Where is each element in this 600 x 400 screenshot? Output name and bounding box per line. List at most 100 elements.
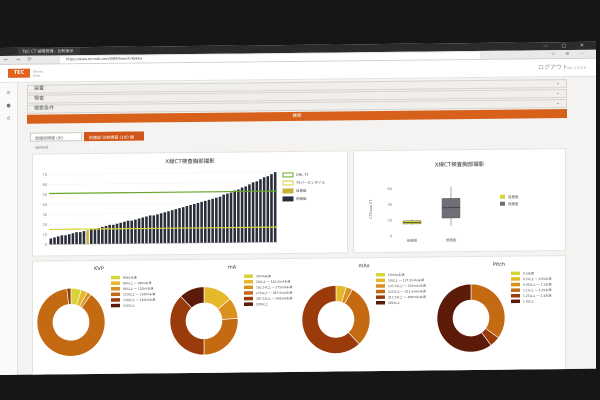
tab-other-facilities[interactable]: 他施設 比較情報 (100 施設) [84, 131, 144, 149]
legend-swatch [511, 293, 520, 298]
bar [115, 223, 119, 244]
y-tick-label: 20 [388, 218, 392, 222]
percentile-line [49, 226, 277, 231]
left-rail: ≡ ● ↺ [0, 82, 18, 375]
bar [255, 181, 259, 243]
legend-label: 他施設 [508, 201, 519, 206]
legend-swatch [376, 295, 385, 299]
legend-label: 400以上 [388, 300, 400, 305]
legend-label: 387.5以上 ～ 500mA未満 [256, 295, 292, 300]
box-body [441, 198, 461, 219]
browser-nav-icons[interactable]: ← → ⟳ [4, 56, 35, 63]
legend-swatch [244, 296, 253, 301]
legend-label: 500以上 [256, 301, 268, 306]
chevron-down-icon: ⌄ [555, 90, 560, 97]
version-label: ver 2.0.0.0 [566, 65, 586, 71]
donut-slice [180, 286, 205, 309]
bar [75, 232, 78, 245]
legend-swatch [244, 302, 253, 306]
legend-swatch [111, 281, 120, 285]
filter-label: 検査 [34, 95, 45, 102]
bar [86, 230, 89, 245]
y-tick-label: 40 [388, 203, 392, 207]
legend-swatch [511, 277, 520, 281]
screen: TEC CT 被曝管理 - 比較表示 — ▢ ✕ ← → ⟳ https://w… [0, 41, 596, 375]
bar [97, 227, 100, 244]
legend-label: 1.25以上 ～ 1.4未満 [523, 293, 551, 298]
bar [64, 235, 67, 245]
gridline [49, 171, 277, 175]
legend-swatch [376, 278, 385, 283]
bar [204, 200, 207, 243]
legend-swatch [511, 271, 520, 276]
donut-charts-panel: KVP 80kV未満 80以上 ～ 90kV未満 90以上 ～ 110kV未満 110以… [32, 255, 566, 375]
bar [244, 186, 248, 243]
bar [137, 218, 141, 244]
legend-label: 1.1以上 ～ 1.25未満 [523, 287, 551, 292]
legend-swatch [282, 172, 294, 178]
logout-link[interactable]: ログアウト [537, 64, 568, 72]
y-axis-label: CTDIvol CT [369, 199, 373, 219]
legend-label: 50以上 ～ 162.5mA未満 [256, 279, 290, 284]
filter-label: 検索条件 [34, 105, 55, 112]
legend-swatch [111, 292, 120, 297]
donut-slice [169, 295, 205, 356]
legend-swatch [244, 274, 253, 278]
bar [93, 228, 97, 245]
bar [266, 176, 270, 243]
bar [196, 202, 200, 243]
legend-swatch [376, 284, 385, 288]
y-tick-label: 10 [43, 233, 47, 237]
legend-label: 自施設 [296, 188, 307, 193]
bar [60, 235, 64, 245]
donut-title: KVP [94, 266, 104, 272]
legend-label: DRL 75 [296, 173, 309, 177]
bar [273, 172, 277, 243]
browser-toolbar-icons[interactable]: ☆ ≡ ⋯ [551, 50, 588, 58]
legend-label: 0.5以上 ～ 0.95未満 [523, 276, 551, 281]
bar [200, 201, 203, 243]
gridline [49, 181, 277, 185]
menu-icon[interactable]: ≡ [6, 89, 11, 96]
bar [101, 226, 104, 244]
bar [211, 198, 214, 243]
donut-title: mA [228, 265, 237, 271]
y-tick-label: 20 [43, 223, 47, 227]
bar [229, 192, 233, 243]
bar [226, 193, 229, 243]
person-icon[interactable]: ● [6, 102, 11, 109]
legend-swatch [376, 272, 385, 277]
legend-swatch [500, 194, 505, 199]
legend-label: 140以上 [123, 303, 135, 308]
legend-swatch [111, 286, 120, 291]
y-tick-label: 50 [43, 193, 47, 197]
bar [119, 222, 122, 244]
bar [148, 215, 152, 244]
legend-label: 275以上 ～ 387.5mA未満 [256, 290, 292, 295]
main-content: 装置 ⌄ 検査 ⌄ 検索条件 ⌄ 検索 自施設情報 (90 series) 他施… [27, 79, 567, 375]
bar [207, 199, 211, 243]
bar [233, 190, 236, 243]
bar [248, 184, 251, 243]
history-icon[interactable]: ↺ [6, 115, 11, 122]
bar [130, 220, 134, 244]
legend-label: 225以上 ～ 312.5mAs未満 [388, 288, 426, 293]
legend-swatch [244, 285, 253, 290]
donut-slice [301, 285, 360, 354]
bar [167, 211, 170, 244]
bar [71, 233, 75, 245]
bar [108, 224, 111, 244]
bar [240, 187, 244, 243]
x-tick-label: 自施設 [407, 238, 418, 243]
bar [82, 231, 86, 245]
drl-line [49, 190, 277, 195]
bar [259, 179, 262, 243]
legend-swatch [511, 299, 520, 304]
x-axis [49, 241, 277, 245]
bar [67, 234, 71, 245]
chevron-down-icon: ⌄ [555, 80, 560, 87]
bar [215, 197, 218, 243]
tab-own-facility[interactable]: 自施設情報 (90 series) [30, 132, 82, 150]
legend-label: 75パーセンタイル [296, 180, 325, 185]
logo-subtitle: Tohoku Data [33, 69, 44, 78]
